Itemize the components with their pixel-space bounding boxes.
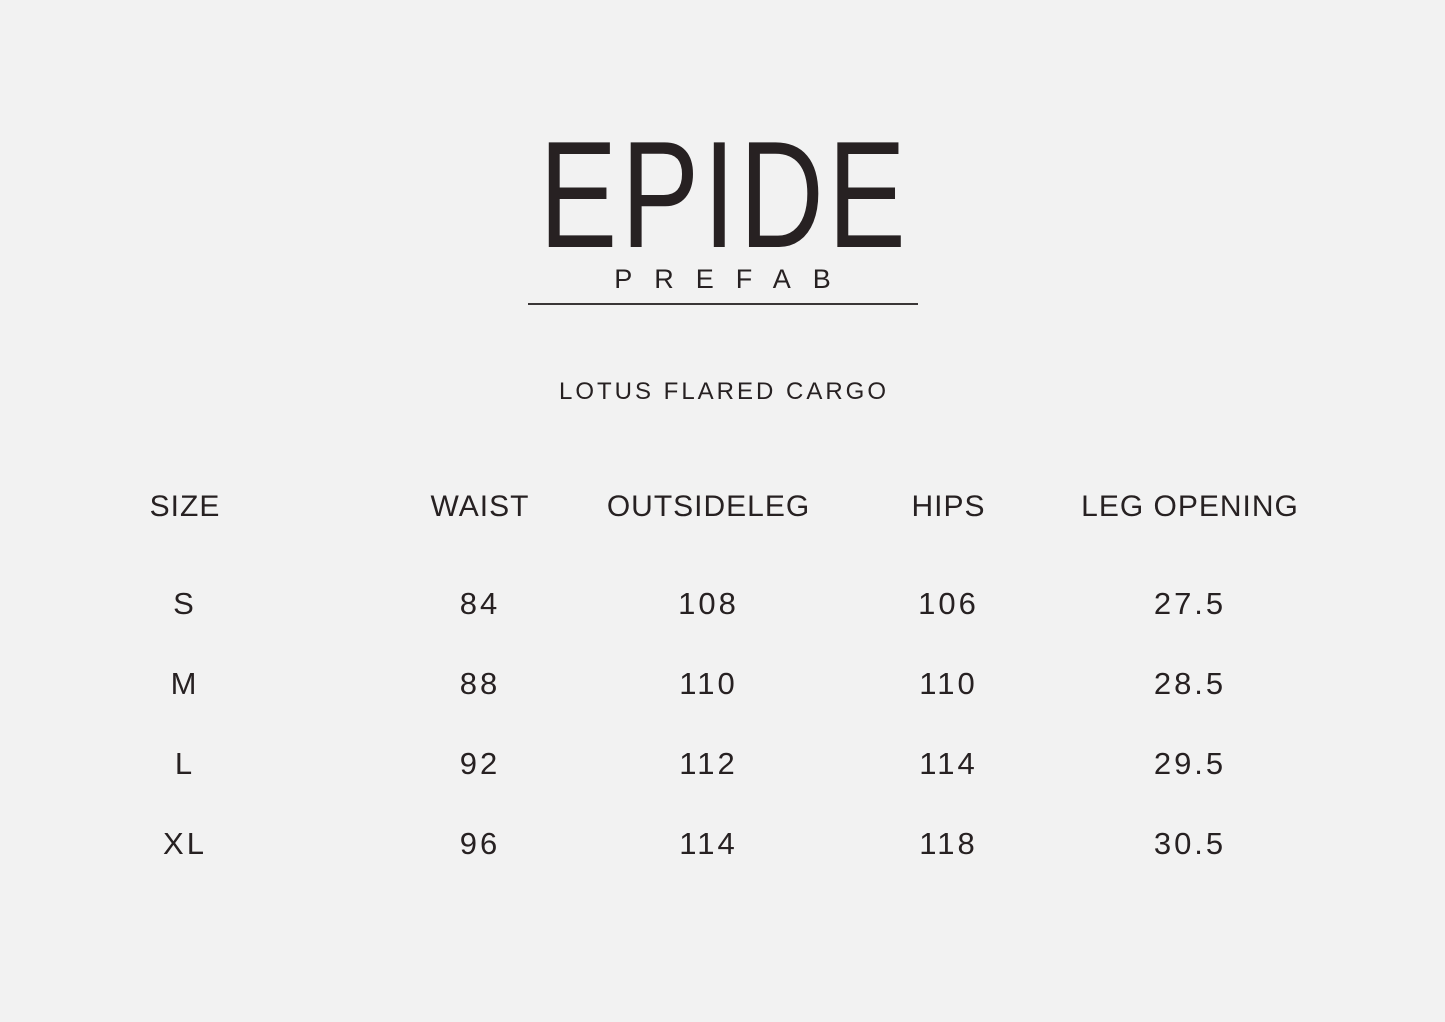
- leg-opening-cell: 27.5: [1153, 586, 1227, 621]
- table-row-s: S 84 108 106 27.5: [0, 564, 1310, 644]
- hips-cell: 114: [919, 746, 978, 781]
- table-row-l: L 92 112 114 29.5: [0, 724, 1310, 804]
- brand-subtitle: PREFAB: [614, 264, 853, 294]
- hips-cell: 118: [919, 826, 978, 861]
- brand-logo: EPIDE: [539, 110, 910, 280]
- waist-cell: 84: [459, 586, 501, 621]
- leg-opening-cell: 30.5: [1153, 826, 1227, 861]
- column-header-hips: HIPS: [911, 490, 986, 523]
- outsideleg-cell: 112: [679, 746, 738, 781]
- table-row-m: M 88 110 110 28.5: [0, 644, 1310, 724]
- leg-opening-cell: 29.5: [1153, 746, 1227, 781]
- product-title: LOTUS FLARED CARGO: [558, 378, 890, 405]
- table-header-row: SIZE WAIST OUTSIDELEG HIPS LEG OPENING: [0, 467, 1310, 547]
- size-cell: M: [170, 666, 200, 701]
- size-cell: L: [174, 746, 196, 781]
- size-chart-table: SIZE WAIST OUTSIDELEG HIPS LEG OPENING S…: [0, 467, 1310, 884]
- column-header-outsideleg: OUTSIDELEG: [606, 490, 811, 523]
- leg-opening-cell: 28.5: [1153, 666, 1227, 701]
- column-header-waist: WAIST: [430, 490, 530, 523]
- outsideleg-cell: 110: [679, 666, 738, 701]
- column-header-leg-opening: LEG OPENING: [1081, 490, 1299, 523]
- hips-cell: 110: [919, 666, 978, 701]
- waist-cell: 96: [459, 826, 501, 861]
- table-row-xl: XL 96 114 118 30.5: [0, 804, 1310, 884]
- hips-cell: 106: [918, 586, 979, 621]
- waist-cell: 88: [459, 666, 501, 701]
- outsideleg-cell: 114: [679, 826, 738, 861]
- size-cell: S: [173, 586, 197, 621]
- size-cell: XL: [163, 826, 207, 861]
- waist-cell: 92: [459, 746, 501, 781]
- brand-underline: [527, 303, 918, 305]
- column-header-size: SIZE: [149, 490, 221, 523]
- outsideleg-cell: 108: [678, 586, 739, 621]
